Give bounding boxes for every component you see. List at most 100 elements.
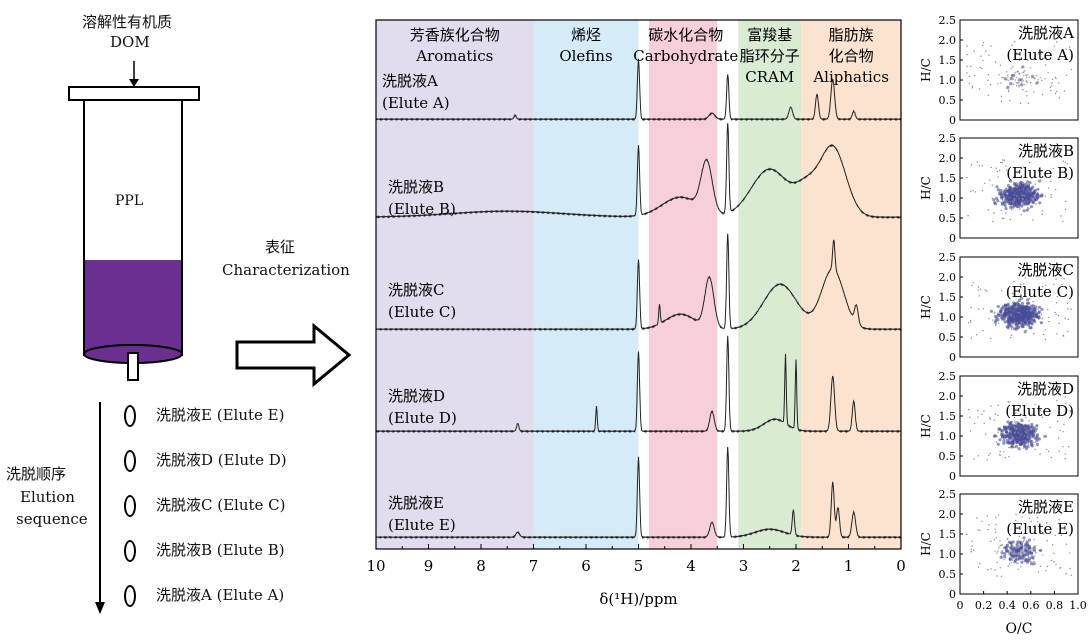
vk-dot bbox=[1014, 444, 1018, 448]
vk-dot bbox=[1023, 69, 1026, 72]
vk-dot bbox=[1026, 527, 1029, 529]
vk-dot bbox=[992, 198, 996, 202]
vk-dot bbox=[996, 188, 1001, 192]
vk-dot bbox=[1040, 170, 1043, 172]
vk-dot bbox=[1025, 558, 1029, 562]
vk-dot bbox=[974, 75, 976, 77]
vk-dot bbox=[1015, 205, 1019, 209]
x-tick-label: 8 bbox=[476, 557, 486, 575]
vk-dot bbox=[1039, 565, 1042, 567]
vk-dot bbox=[1024, 187, 1028, 191]
vk-dot bbox=[1011, 200, 1014, 203]
vk-dot bbox=[1032, 300, 1034, 303]
vk-dot bbox=[1024, 552, 1027, 555]
vk-y-tick-label: 1.0 bbox=[939, 192, 957, 205]
vk-dot bbox=[1019, 180, 1023, 184]
vk-dot bbox=[1010, 328, 1013, 330]
vk-dot bbox=[972, 189, 974, 192]
vk-dot bbox=[1026, 433, 1030, 437]
vk-dot bbox=[1024, 549, 1028, 554]
vk-dot bbox=[1011, 44, 1013, 47]
vk-dot bbox=[970, 337, 973, 339]
vk-dot bbox=[1017, 447, 1021, 451]
vk-panel-label-cn: 洗脱液D bbox=[1017, 380, 1074, 398]
vk-dot bbox=[1028, 184, 1031, 186]
vk-dot bbox=[1064, 161, 1066, 163]
vk-dot bbox=[1019, 208, 1021, 210]
vk-dot bbox=[1070, 574, 1072, 576]
region-label-cn: 芳香族化合物 bbox=[410, 26, 500, 44]
vk-dot bbox=[970, 164, 973, 166]
vk-dot bbox=[1033, 307, 1037, 311]
vk-dot bbox=[994, 61, 997, 63]
vk-dot bbox=[1030, 74, 1035, 79]
vk-dot bbox=[1026, 310, 1030, 314]
vk-dot bbox=[993, 434, 997, 438]
vk-panel: 2.5 2.0 1.5 1.0 0.5 0 H/C 洗脱液C (Elute C) bbox=[919, 251, 1079, 364]
vk-dot bbox=[996, 561, 998, 564]
vk-dot bbox=[986, 459, 988, 461]
vk-dot bbox=[1033, 77, 1035, 79]
vk-dot bbox=[1003, 316, 1007, 321]
vk-dot bbox=[1025, 180, 1030, 184]
vk-dot bbox=[1065, 543, 1068, 545]
vk-y-tick-label: 2.0 bbox=[939, 271, 957, 284]
vk-dot bbox=[1018, 73, 1020, 75]
vk-dot bbox=[1030, 429, 1032, 431]
vk-dot bbox=[1064, 458, 1066, 460]
vk-dot bbox=[969, 319, 972, 322]
vk-dot bbox=[1037, 435, 1039, 437]
vk-dot bbox=[1062, 220, 1064, 223]
vk-dot bbox=[1008, 90, 1010, 93]
vk-dot bbox=[1065, 48, 1067, 50]
vk-dot bbox=[1019, 549, 1022, 551]
vk-dot bbox=[977, 566, 980, 568]
vk-dot bbox=[1031, 564, 1034, 566]
vk-dot bbox=[1035, 74, 1038, 77]
vk-y-tick-label: 0 bbox=[949, 114, 956, 127]
vk-dot bbox=[1008, 430, 1011, 433]
vk-dot bbox=[1031, 314, 1035, 318]
vk-dot bbox=[1007, 203, 1010, 206]
vk-dot bbox=[1010, 314, 1013, 317]
vk-dot bbox=[973, 458, 975, 460]
vk-dot bbox=[1021, 194, 1023, 196]
vk-dot bbox=[1048, 320, 1050, 323]
vk-dot bbox=[1015, 513, 1017, 515]
vk-dot bbox=[1009, 201, 1013, 206]
vk-dot bbox=[1027, 545, 1029, 547]
vk-dot bbox=[988, 54, 990, 56]
vk-dot bbox=[1064, 396, 1066, 398]
vk-dot bbox=[980, 55, 982, 57]
vk-dot bbox=[1036, 308, 1039, 311]
vk-dot bbox=[1021, 306, 1025, 310]
vk-dot bbox=[1024, 74, 1027, 77]
column-outlet bbox=[127, 352, 139, 381]
vk-dot bbox=[1054, 534, 1056, 537]
vk-dot bbox=[1009, 445, 1014, 449]
vk-dot bbox=[995, 537, 998, 539]
vk-dot bbox=[1005, 204, 1007, 207]
vk-dot bbox=[1010, 67, 1013, 70]
vk-panel-label-en: (Elute C) bbox=[1006, 283, 1074, 301]
vk-dot bbox=[1004, 203, 1006, 206]
vk-dot bbox=[982, 42, 984, 44]
vk-dot bbox=[1062, 160, 1065, 162]
ppl-column-diagram bbox=[68, 61, 200, 381]
vk-dot bbox=[975, 334, 978, 336]
van-krevelen-panels: 2.5 2.0 1.5 1.0 0.5 0 H/C 洗脱液A (Elute A) 2.5 2.0 1.… bbox=[919, 14, 1087, 637]
nmr-trace bbox=[375, 123, 901, 220]
vk-dot bbox=[1050, 456, 1052, 459]
vk-dot bbox=[1041, 317, 1043, 320]
vk-dot bbox=[1066, 302, 1069, 304]
x-tick-label: 1 bbox=[844, 557, 854, 575]
vk-y-tick-label: 1.5 bbox=[939, 528, 957, 541]
vk-dot bbox=[1067, 446, 1070, 448]
vk-y-tick-label: 1.0 bbox=[939, 311, 957, 324]
eluent-drop-icon bbox=[124, 450, 136, 472]
vk-dot bbox=[1037, 53, 1039, 55]
vk-x-axis-label: O/C bbox=[1006, 621, 1033, 637]
vk-dot bbox=[999, 64, 1002, 67]
vk-dot bbox=[1033, 91, 1035, 93]
vk-dot bbox=[969, 416, 971, 419]
